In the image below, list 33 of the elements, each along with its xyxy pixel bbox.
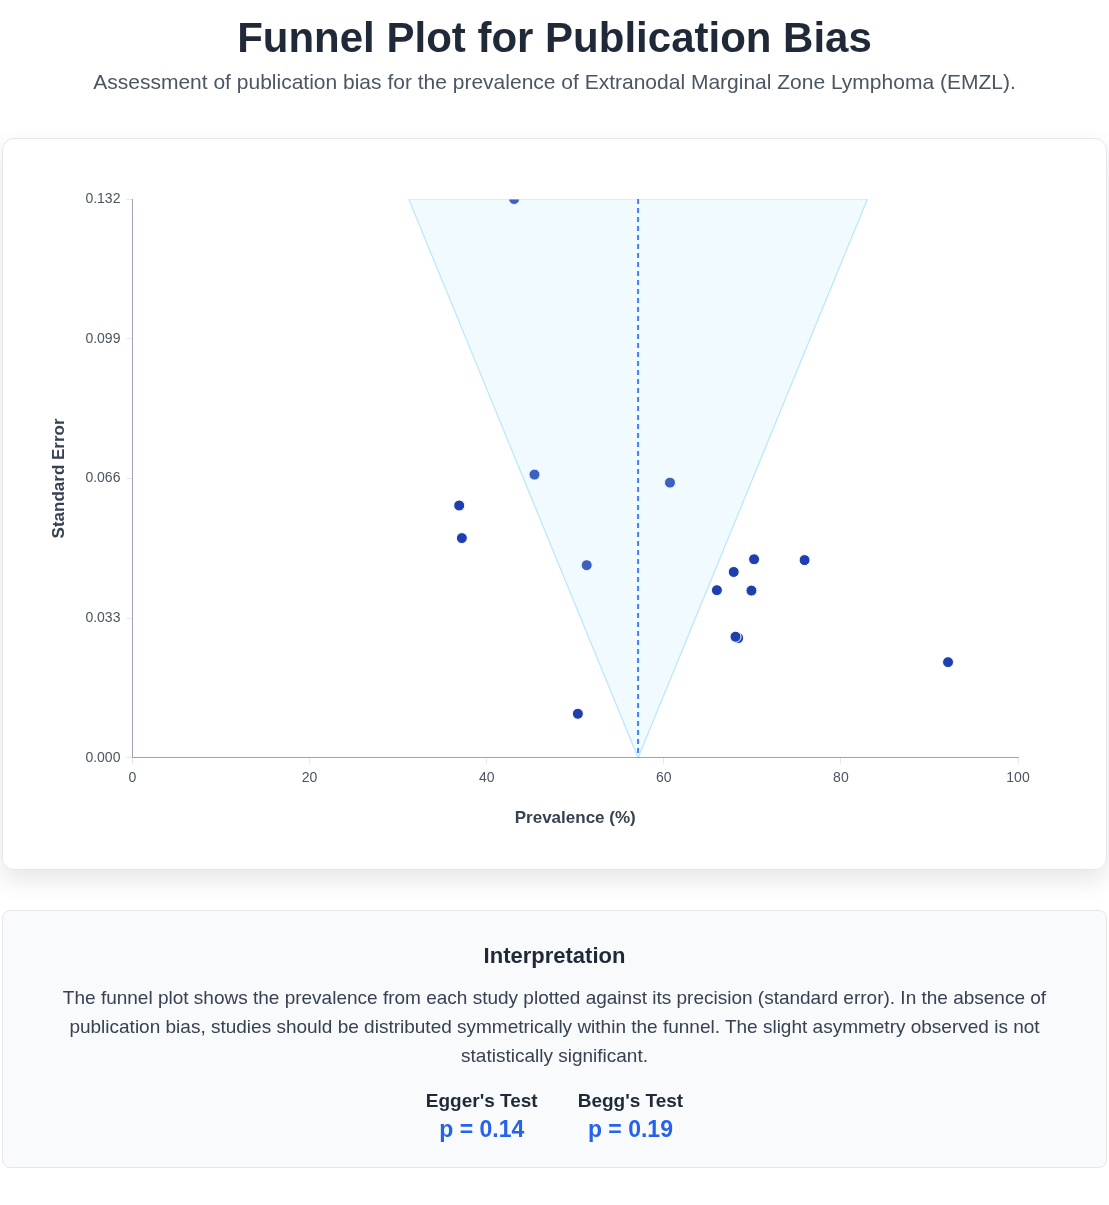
y-axis-title: Standard Error <box>48 418 68 539</box>
y-tick-label: 0.099 <box>85 329 121 346</box>
point <box>580 559 593 572</box>
chart-title: Funnel Plot for Publication Bias <box>236 14 873 62</box>
point <box>710 584 723 597</box>
text: p = 0.14 <box>438 1116 526 1143</box>
point <box>727 565 740 578</box>
text: Interpretation <box>482 943 627 969</box>
point <box>745 584 758 597</box>
point <box>942 656 955 669</box>
text: The funnel plot shows the prevalence from each study plotted against its precision (standard error). In the absence of publication bias, studies should be distributed symmetrically within the funnel. The slight asymmetry observed is not statistically significant. <box>61 986 1048 1068</box>
x-tick-label: 80 <box>833 769 849 786</box>
x-tick-label: 0 <box>128 769 137 786</box>
point <box>798 554 811 567</box>
point <box>663 476 676 489</box>
text: Begg's Test <box>577 1090 684 1112</box>
point <box>453 499 466 512</box>
y-tick-label: 0.033 <box>85 608 121 625</box>
x-tick-label: 100 <box>1006 769 1030 786</box>
point <box>455 532 468 545</box>
point <box>748 553 761 566</box>
text: Egger's Test <box>425 1090 538 1112</box>
text: p = 0.19 <box>586 1116 674 1143</box>
y-tick-label: 0.000 <box>85 748 121 765</box>
point <box>571 707 584 720</box>
chart-subtitle: Assessment of publication bias for the prevalence of Extranodal Marginal Zone Lymphoma (EMZL). <box>92 70 1017 94</box>
y-tick-label: 0.132 <box>85 189 121 206</box>
x-tick-label: 60 <box>655 769 672 786</box>
x-tick-label: 40 <box>478 769 495 786</box>
x-tick-label: 20 <box>301 769 318 786</box>
point <box>528 468 541 481</box>
x-axis-title: Prevalence (%) <box>514 808 636 828</box>
y-tick-label: 0.066 <box>85 469 121 486</box>
